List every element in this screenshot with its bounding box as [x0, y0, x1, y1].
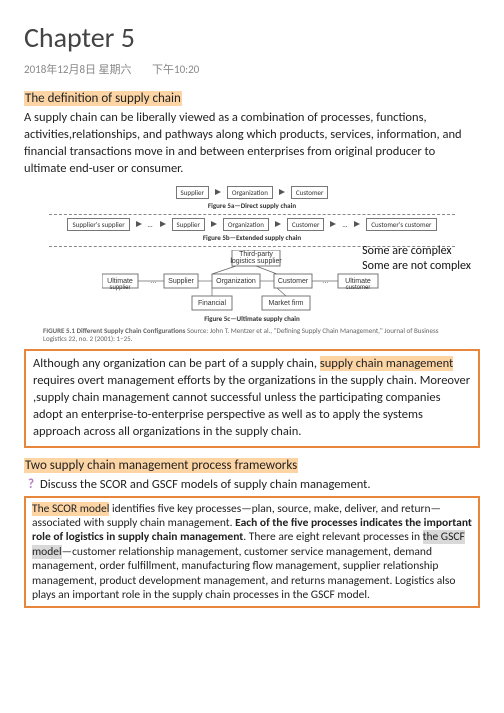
- arrow-icon: [275, 221, 281, 227]
- fig-node: Customer's customer: [366, 218, 436, 231]
- dots-icon: …: [148, 220, 154, 229]
- definition-paragraph: A supply chain can be liberally viewed a…: [24, 110, 480, 178]
- meta-line: 2018年12月8日 星期六 下午10:20: [24, 61, 480, 77]
- svg-text:…: …: [322, 278, 329, 285]
- section-heading-definition: The definition of supply chain: [24, 91, 182, 106]
- fig-caption-c: Figure 5c—Ultimate supply chain: [37, 314, 467, 323]
- box1-pre: Although any organization can be part of…: [33, 356, 320, 371]
- question-icon: ?: [28, 477, 34, 492]
- svg-text:Ultimate: Ultimate: [345, 278, 371, 285]
- callout-box-scm: Although any organization can be part of…: [24, 349, 480, 447]
- box2-p3: —customer relationship management, custo…: [32, 545, 455, 602]
- fig-divider: [49, 214, 455, 215]
- fig-annotation-l2: Some are not complex: [362, 259, 471, 275]
- arrow-icon: [354, 221, 360, 227]
- svg-text:Ultimate: Ultimate: [107, 278, 133, 285]
- arrow-icon: [211, 221, 217, 227]
- meta-time: 下午10:20: [152, 63, 199, 76]
- svg-text:customer: customer: [346, 285, 371, 291]
- figure-5-1: Supplier Organization Customer Figure 5a…: [37, 186, 467, 344]
- svg-text:supplier: supplier: [109, 285, 130, 291]
- arrow-icon: [160, 221, 166, 227]
- svg-text:…: …: [150, 278, 157, 285]
- svg-text:Financial: Financial: [198, 300, 226, 307]
- fig-annotation-l1: Some are complex: [362, 244, 471, 260]
- fig-caption-a: Figure 5a—Direct supply chain: [37, 201, 467, 210]
- svg-text:Supplier: Supplier: [168, 278, 194, 285]
- fig-source: FIGURE 5.1 Different Supply Chain Config…: [43, 327, 461, 344]
- fig-node: Organization: [223, 218, 269, 231]
- arrow-icon: [136, 221, 142, 227]
- fig-node: Supplier: [172, 218, 205, 231]
- fig-node: Supplier: [176, 186, 209, 199]
- fig-node: Supplier's supplier: [67, 218, 129, 231]
- svg-text:Customer: Customer: [278, 278, 309, 285]
- box2-p2: . There are eight relevant processes in: [243, 530, 422, 544]
- question-row: ? Discuss the SCOR and GSCF models of su…: [28, 477, 480, 492]
- question-text: Discuss the SCOR and GSCF models of supp…: [40, 477, 370, 492]
- arrow-icon: [330, 221, 336, 227]
- arrow-icon: [215, 189, 221, 195]
- svg-text:Organization: Organization: [216, 278, 256, 285]
- fig-annotation: Some are complex Some are not complex: [362, 244, 471, 275]
- arrow-icon: [279, 189, 285, 195]
- box2-hl-scor: The SCOR model: [32, 502, 109, 516]
- svg-text:Market firm: Market firm: [269, 300, 304, 307]
- box1-post: requires overt management efforts by the…: [33, 373, 470, 439]
- fig-network: Third-party logistics supplier Ultimate …: [102, 250, 402, 312]
- page-title: Chapter 5: [24, 20, 480, 55]
- fig-node: Organization: [227, 186, 273, 199]
- fig-caption-b: Figure 5b—Extended supply chain: [37, 233, 467, 242]
- meta-date: 2018年12月8日 星期六: [24, 63, 132, 76]
- fig-node: Customer: [291, 186, 329, 199]
- box1-highlight: supply chain management: [320, 356, 453, 371]
- callout-box-scor-gscf: The SCOR model identifies five key proce…: [24, 496, 480, 609]
- section-heading-frameworks: Two supply chain management process fram…: [24, 458, 298, 473]
- fig-node: Customer: [287, 218, 325, 231]
- svg-text:Third-party: Third-party: [239, 251, 273, 258]
- dots-icon: …: [342, 220, 348, 229]
- svg-text:logistics supplier: logistics supplier: [230, 258, 282, 265]
